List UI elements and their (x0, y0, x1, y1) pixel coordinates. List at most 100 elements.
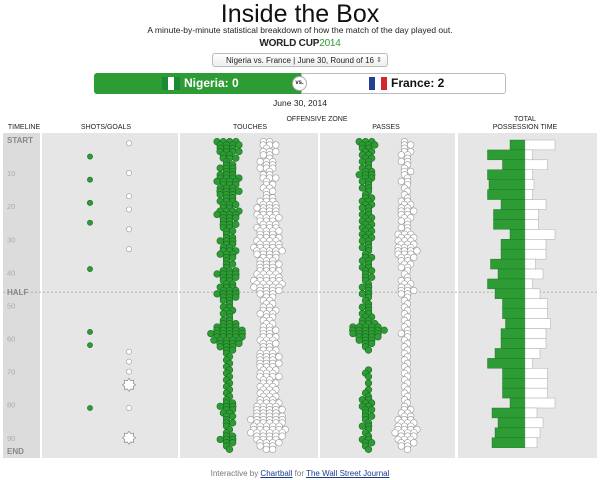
away-pass-dot (410, 439, 418, 447)
home-touch-dot (219, 296, 227, 305)
away-touch-dot (247, 415, 255, 424)
home-pass-dot (368, 406, 376, 414)
home-pass-dot (368, 412, 376, 420)
away-shot-dot (126, 206, 132, 213)
away-team-panel: France: 2 (301, 73, 506, 94)
away-touch-dot (278, 432, 286, 440)
away-pass-dot (397, 151, 405, 159)
timeline-label: HALF (7, 288, 28, 297)
away-touch-dot (256, 442, 264, 450)
away-possession-bar (524, 229, 556, 240)
away-touch-dot (269, 187, 277, 195)
away-touch-dot (275, 372, 283, 381)
scoreboard: Nigeria: 0 France: 2 vs. (94, 73, 506, 94)
away-touch-dot (275, 353, 283, 361)
home-pass-dot (358, 290, 366, 298)
away-possession-bar (524, 239, 547, 250)
home-touch-dot (235, 141, 243, 149)
home-pass-dot (358, 303, 366, 311)
home-possession-bar (502, 378, 526, 389)
home-possession-bar (487, 189, 526, 200)
match-date: June 30, 2014 (273, 98, 327, 108)
home-possession-bar (487, 278, 526, 290)
away-shot-dot (126, 246, 132, 253)
home-pass-dot (364, 445, 373, 453)
header-shots: SHOTS/GOALS (80, 124, 132, 131)
home-touch-dot (232, 293, 240, 301)
away-touch-dot (278, 406, 286, 414)
chartball-link[interactable]: Chartball (260, 469, 293, 478)
away-touch-dot (275, 439, 283, 447)
home-possession-bar (494, 348, 526, 359)
home-touch-dot (235, 147, 243, 156)
away-possession-bar (524, 199, 547, 210)
vs-badge: vs. (292, 76, 307, 91)
page-title: Inside the Box (220, 0, 380, 28)
away-possession-bar (524, 328, 547, 339)
away-shot-dot (126, 358, 132, 365)
home-team-score: Nigeria: 0 (184, 76, 239, 90)
home-possession-bar (502, 368, 526, 379)
home-possession-bar (502, 308, 526, 319)
away-possession-bar (524, 368, 548, 379)
away-touch-dot (275, 227, 283, 235)
home-pass-dot (364, 372, 373, 381)
home-possession-bar (509, 229, 526, 240)
home-pass-dot (368, 267, 376, 275)
away-possession-bar (524, 437, 538, 448)
header-possession-total: TOTAL (514, 116, 536, 123)
home-touch-dot (232, 154, 240, 162)
timeline-label: 60 (7, 335, 15, 344)
home-possession-bar (502, 298, 526, 309)
home-touch-dot (216, 402, 224, 410)
home-pass-dot (368, 273, 376, 281)
home-possession-bar (491, 407, 526, 419)
footer-credit: Interactive by Chartball for The Wall St… (0, 469, 600, 478)
away-touch-dot (275, 359, 283, 367)
home-touch-dot (229, 260, 237, 268)
away-shot-dot (126, 226, 132, 233)
away-touch-dot (250, 283, 258, 291)
away-goal-burst (121, 430, 137, 445)
home-possession-bar (505, 318, 526, 329)
wsj-link[interactable]: The Wall Street Journal (306, 469, 390, 478)
home-pass-dot (355, 336, 363, 344)
timeline-label: 80 (7, 401, 15, 410)
away-touch-dot (275, 286, 283, 295)
away-possession-bar (524, 179, 535, 190)
home-pass-dot (358, 422, 366, 430)
home-possession-bar (497, 268, 526, 280)
home-possession-bar (487, 358, 526, 369)
home-shot-dot (87, 266, 93, 272)
home-touch-dot (232, 220, 240, 228)
home-possession-bar (494, 427, 526, 438)
away-touch-dot (275, 214, 283, 222)
away-possession-bar (524, 348, 541, 359)
home-touch-dot (229, 253, 237, 262)
away-pass-dot (397, 217, 405, 225)
away-pass-dot (397, 290, 405, 298)
home-touch-dot (232, 200, 240, 209)
home-touch-dot (229, 412, 237, 420)
away-possession-bar (524, 189, 533, 200)
away-pass-dot (410, 207, 418, 215)
home-possession-bar (493, 219, 526, 230)
panel-bg (42, 133, 178, 458)
away-pass-dot (397, 329, 405, 338)
home-touch-dot (213, 210, 221, 219)
header-touches: TOUCHES (232, 124, 268, 131)
timeline-label: END (7, 447, 24, 456)
away-pass-dot (413, 247, 421, 255)
home-touch-dot (216, 190, 224, 199)
away-touch-dot (262, 445, 270, 453)
home-pass-dot (368, 439, 376, 447)
away-possession-bar (524, 159, 548, 170)
home-touch-dot (229, 439, 237, 447)
away-touch-dot (278, 247, 286, 255)
home-shot-dot (87, 328, 93, 335)
match-select[interactable]: Nigeria vs. France | June 30, Round of 1… (212, 53, 388, 67)
home-possession-bar (500, 338, 526, 349)
away-pass-dot (410, 253, 418, 262)
home-pass-dot (358, 157, 366, 166)
home-pass-dot (374, 333, 382, 341)
